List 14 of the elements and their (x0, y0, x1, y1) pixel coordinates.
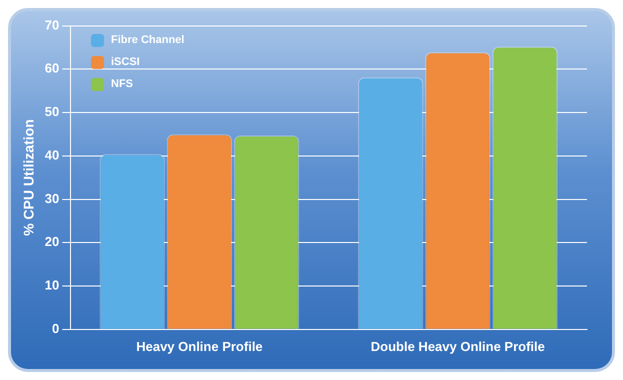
y-axis-title: % CPU Utilization (20, 119, 36, 236)
y-tick-label: 60 (44, 60, 60, 76)
legend-label: NFS (111, 78, 133, 90)
x-tick-label: Heavy Online Profile (136, 338, 263, 354)
y-tick-label: 50 (44, 104, 60, 120)
x-tick-label: Double Heavy Online Profile (370, 338, 545, 354)
y-tick-label: 10 (44, 278, 60, 293)
y-tick-label: 20 (44, 234, 60, 250)
y-tick-label: 0 (52, 320, 60, 336)
y-tick-label: 70 (44, 17, 60, 32)
legend-label: iSCSI (111, 56, 140, 68)
y-tick-label: 30 (44, 190, 60, 206)
legend-label: Fibre Channel (111, 34, 184, 46)
y-tick-label: 40 (44, 147, 60, 162)
